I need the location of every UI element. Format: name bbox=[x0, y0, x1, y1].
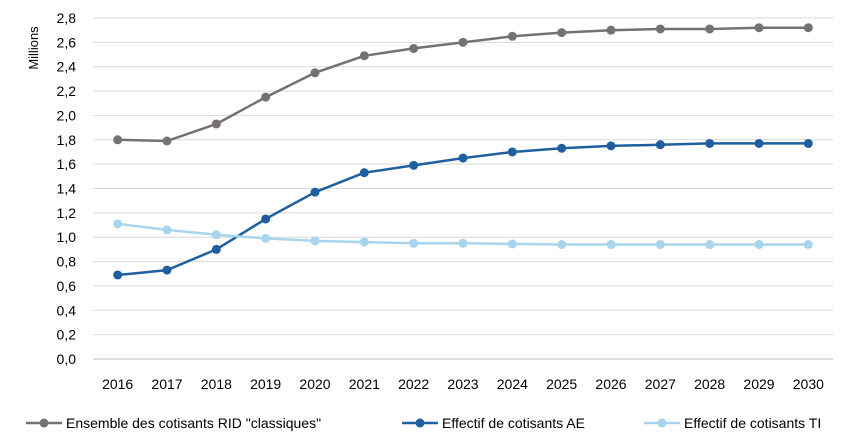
x-tick-label: 2019 bbox=[250, 376, 281, 392]
data-point bbox=[409, 160, 419, 170]
data-point bbox=[557, 143, 567, 153]
x-tick-label: 2018 bbox=[201, 376, 232, 392]
data-point bbox=[754, 138, 764, 148]
data-point bbox=[655, 24, 665, 34]
y-tick-label: 0,8 bbox=[57, 254, 77, 270]
y-tick-label: 0,6 bbox=[57, 278, 77, 294]
y-tick-label: 1,2 bbox=[57, 205, 77, 221]
legend-label: Effectif de cotisants TI bbox=[684, 415, 821, 431]
y-tick-label: 2,8 bbox=[57, 10, 77, 26]
data-point bbox=[261, 233, 271, 243]
data-point bbox=[705, 240, 715, 250]
data-point bbox=[458, 238, 468, 248]
legend-marker bbox=[657, 418, 667, 428]
x-tick-label: 2020 bbox=[299, 376, 330, 392]
gridlines bbox=[93, 17, 833, 360]
data-point bbox=[310, 236, 320, 246]
data-point bbox=[162, 265, 172, 275]
legend: Ensemble des cotisants RID "classiques" E… bbox=[26, 415, 821, 431]
data-point bbox=[557, 28, 567, 38]
data-point bbox=[606, 141, 616, 151]
data-point bbox=[606, 240, 616, 250]
x-tick-label: 2027 bbox=[645, 376, 676, 392]
data-point bbox=[409, 43, 419, 53]
y-tick-label: 1,6 bbox=[57, 156, 77, 172]
legend-item: Effectif de cotisants TI bbox=[644, 415, 821, 431]
data-point bbox=[113, 270, 123, 280]
data-point bbox=[705, 138, 715, 148]
data-point bbox=[310, 68, 320, 78]
data-point bbox=[211, 119, 221, 129]
y-tick-label: 0,0 bbox=[57, 351, 77, 367]
y-tick-label: 2,2 bbox=[57, 83, 77, 99]
x-tick-label: 2028 bbox=[694, 376, 725, 392]
data-point bbox=[606, 25, 616, 35]
data-point bbox=[705, 24, 715, 34]
legend-marker bbox=[415, 418, 425, 428]
data-point bbox=[655, 240, 665, 250]
legend-label: Ensemble des cotisants RID "classiques" bbox=[66, 415, 321, 431]
x-tick-label: 2023 bbox=[447, 376, 478, 392]
x-tick-label: 2017 bbox=[151, 376, 182, 392]
series-lines bbox=[113, 23, 813, 280]
data-point bbox=[507, 239, 517, 249]
y-tick-label: 0,2 bbox=[57, 327, 77, 343]
x-tick-label: 2025 bbox=[546, 376, 577, 392]
data-point bbox=[359, 237, 369, 247]
y-tick-label: 2,4 bbox=[57, 59, 77, 75]
data-point bbox=[803, 138, 813, 148]
data-point bbox=[113, 219, 123, 229]
legend-item: Effectif de cotisants AE bbox=[402, 415, 585, 431]
x-tick-label: 2016 bbox=[102, 376, 133, 392]
y-tick-labels: 0,0 0,2 0,4 0,6 0,8 1,0 1,2 1,4 1,6 1,8 2,0 2,2 2,4 2… bbox=[57, 10, 77, 367]
series-3 bbox=[113, 219, 813, 250]
data-point bbox=[507, 147, 517, 157]
data-point bbox=[754, 240, 764, 250]
data-point bbox=[310, 187, 320, 197]
data-point bbox=[754, 23, 764, 33]
data-point bbox=[211, 244, 221, 254]
series-line bbox=[117, 142, 809, 277]
data-point bbox=[557, 240, 567, 250]
data-point bbox=[409, 238, 419, 248]
x-tick-label: 2030 bbox=[793, 376, 824, 392]
data-point bbox=[162, 225, 172, 235]
legend-item: Ensemble des cotisants RID "classiques" bbox=[26, 415, 321, 431]
data-point bbox=[359, 168, 369, 178]
series-1 bbox=[113, 23, 813, 146]
x-tick-label: 2021 bbox=[349, 376, 380, 392]
data-point bbox=[113, 135, 123, 145]
data-point bbox=[803, 240, 813, 250]
x-tick-label: 2026 bbox=[595, 376, 626, 392]
data-point bbox=[507, 31, 517, 41]
data-point bbox=[655, 140, 665, 150]
data-point bbox=[162, 136, 172, 146]
data-point bbox=[261, 92, 271, 102]
legend-label: Effectif de cotisants AE bbox=[442, 415, 585, 431]
data-point bbox=[261, 214, 271, 224]
x-tick-label: 2029 bbox=[743, 376, 774, 392]
series-2 bbox=[113, 138, 813, 280]
data-point bbox=[803, 23, 813, 33]
x-tick-label: 2022 bbox=[398, 376, 429, 392]
x-tick-labels: 2016 2017 2018 2019 2020 2021 2022 2023 2024 2025… bbox=[102, 376, 824, 392]
y-tick-label: 2,0 bbox=[57, 107, 77, 123]
data-point bbox=[359, 51, 369, 61]
y-tick-label: 1,0 bbox=[57, 229, 77, 245]
y-tick-label: 0,4 bbox=[57, 302, 77, 318]
data-point bbox=[458, 37, 468, 47]
x-tick-label: 2024 bbox=[497, 376, 528, 392]
data-point bbox=[211, 230, 221, 240]
y-tick-label: 1,4 bbox=[57, 181, 77, 197]
legend-marker bbox=[39, 418, 49, 428]
y-tick-label: 1,8 bbox=[57, 132, 77, 148]
y-tick-label: 2,6 bbox=[57, 34, 77, 50]
data-point bbox=[458, 153, 468, 163]
y-axis-title: Millions bbox=[26, 26, 41, 70]
